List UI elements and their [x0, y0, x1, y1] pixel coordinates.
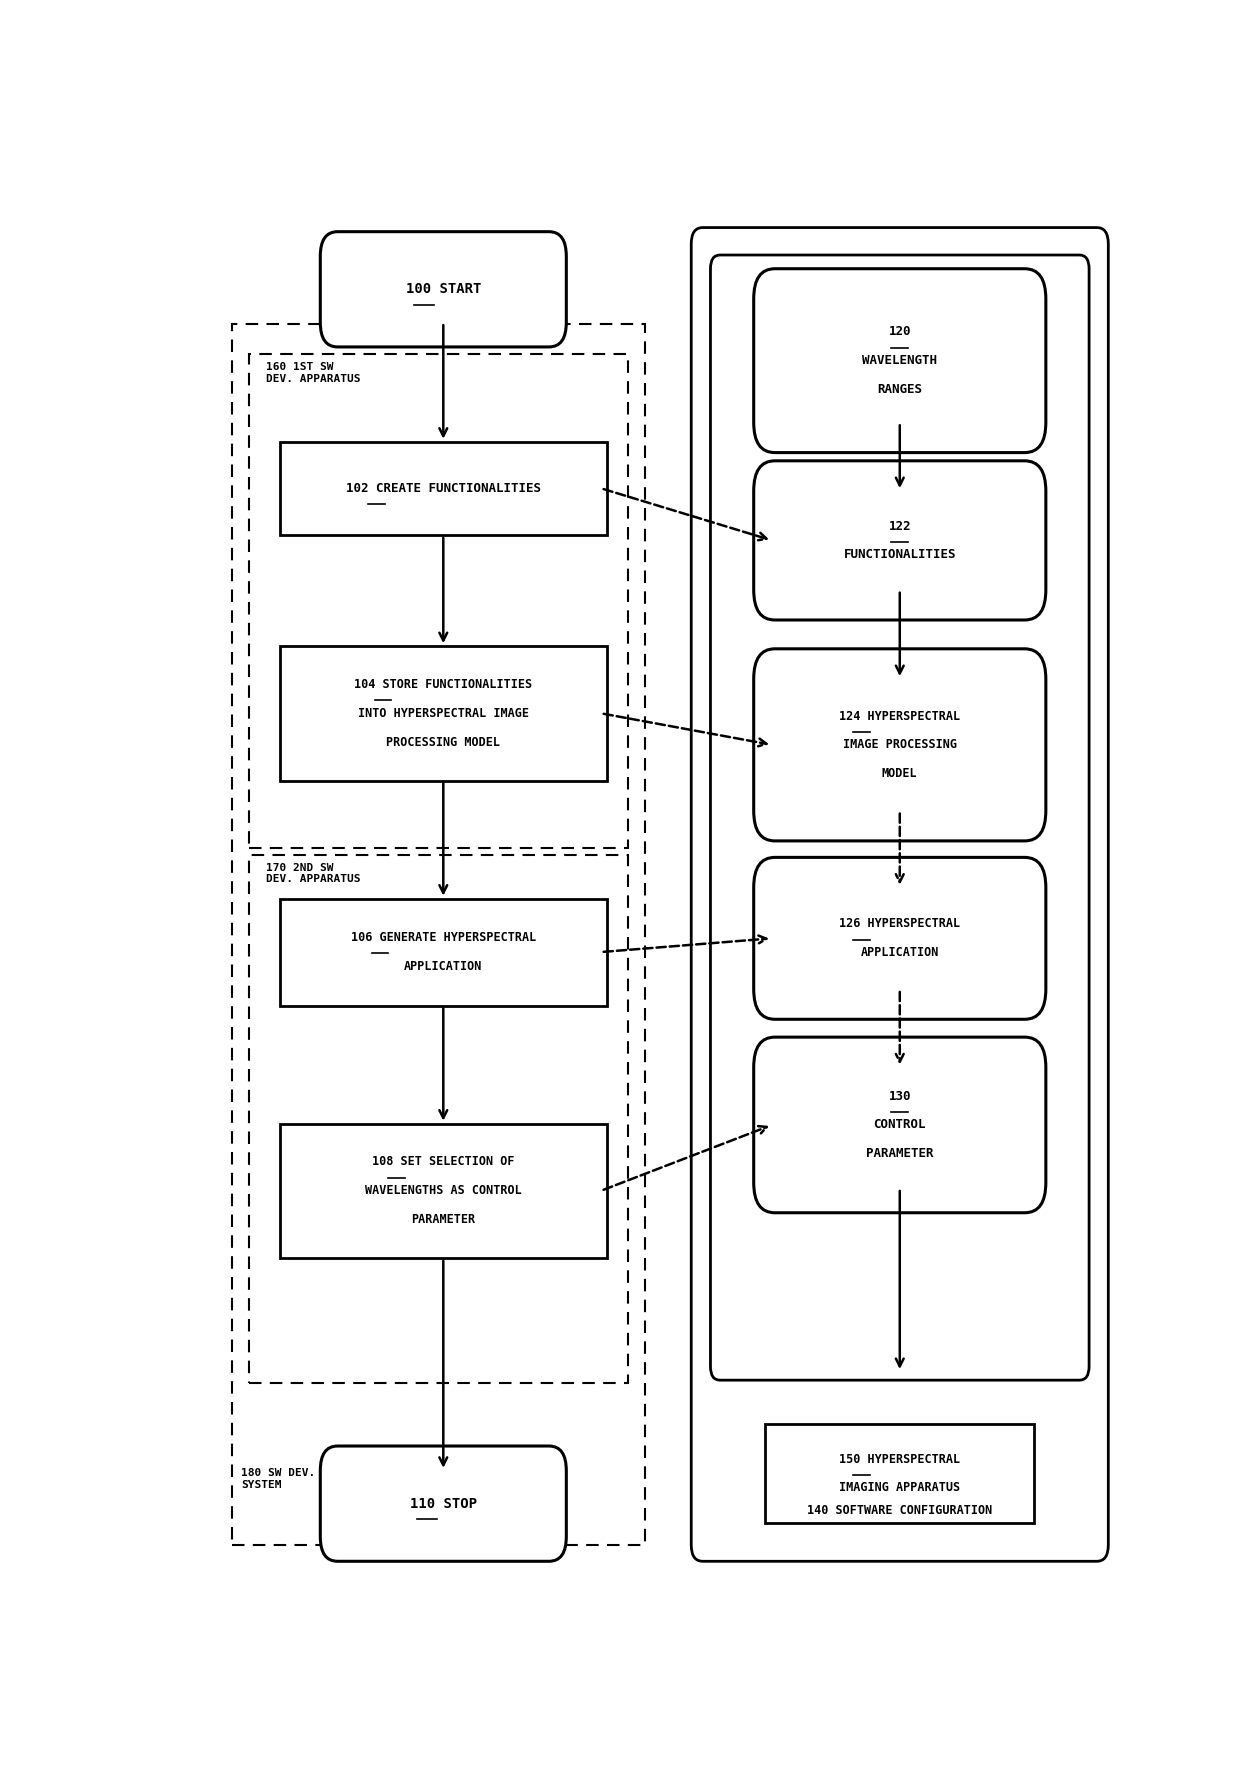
FancyBboxPatch shape [754, 649, 1045, 841]
Text: 106 GENERATE HYPERSPECTRAL: 106 GENERATE HYPERSPECTRAL [351, 932, 536, 944]
Text: 104 STORE FUNCTIONALITIES: 104 STORE FUNCTIONALITIES [355, 677, 532, 691]
Text: MODEL: MODEL [882, 768, 918, 781]
Text: CONTROL: CONTROL [873, 1119, 926, 1132]
Text: IMAGE PROCESSING: IMAGE PROCESSING [843, 738, 957, 752]
Text: APPLICATION: APPLICATION [404, 960, 482, 973]
Text: 150 HYPERSPECTRAL: 150 HYPERSPECTRAL [839, 1452, 960, 1465]
FancyBboxPatch shape [754, 462, 1045, 620]
Bar [280, 898, 606, 1005]
Text: 108 SET SELECTION OF: 108 SET SELECTION OF [372, 1155, 515, 1169]
FancyBboxPatch shape [754, 269, 1045, 453]
Text: 140 SOFTWARE CONFIGURATION: 140 SOFTWARE CONFIGURATION [807, 1504, 992, 1516]
Text: 130: 130 [889, 1089, 911, 1103]
FancyBboxPatch shape [754, 857, 1045, 1019]
Text: APPLICATION: APPLICATION [861, 946, 939, 959]
Text: 180 SW DEV.
SYSTEM: 180 SW DEV. SYSTEM [242, 1468, 316, 1490]
Text: 170 2ND SW
DEV. APPARATUS: 170 2ND SW DEV. APPARATUS [267, 862, 361, 884]
Bar [249, 355, 627, 848]
Text: 102 CREATE FUNCTIONALITIES: 102 CREATE FUNCTIONALITIES [346, 481, 541, 495]
Text: 120: 120 [889, 326, 911, 339]
Text: WAVELENGTHS AS CONTROL: WAVELENGTHS AS CONTROL [365, 1185, 522, 1198]
Text: PROCESSING MODEL: PROCESSING MODEL [387, 736, 500, 748]
Text: FUNCTIONALITIES: FUNCTIONALITIES [843, 549, 956, 561]
Text: RANGES: RANGES [877, 383, 923, 396]
Text: 122: 122 [889, 520, 911, 533]
FancyBboxPatch shape [320, 1445, 567, 1561]
Text: 100 START: 100 START [405, 282, 481, 296]
Text: WAVELENGTH: WAVELENGTH [862, 355, 937, 367]
Bar [765, 1424, 1034, 1524]
FancyBboxPatch shape [754, 1037, 1045, 1214]
Bar [249, 855, 627, 1383]
Bar [280, 1124, 606, 1258]
Bar [280, 442, 606, 535]
Text: PARAMETER: PARAMETER [412, 1214, 475, 1226]
Text: 126 HYPERSPECTRAL: 126 HYPERSPECTRAL [839, 918, 960, 930]
FancyBboxPatch shape [320, 232, 567, 347]
Bar [232, 324, 645, 1545]
Text: INTO HYPERSPECTRAL IMAGE: INTO HYPERSPECTRAL IMAGE [358, 707, 528, 720]
Text: 110 STOP: 110 STOP [409, 1497, 477, 1511]
Text: PARAMETER: PARAMETER [866, 1148, 934, 1160]
Text: IMAGING APPARATUS: IMAGING APPARATUS [839, 1481, 960, 1495]
Text: 160 1ST SW
DEV. APPARATUS: 160 1ST SW DEV. APPARATUS [267, 362, 361, 383]
Bar [280, 647, 606, 781]
Text: 124 HYPERSPECTRAL: 124 HYPERSPECTRAL [839, 709, 960, 722]
